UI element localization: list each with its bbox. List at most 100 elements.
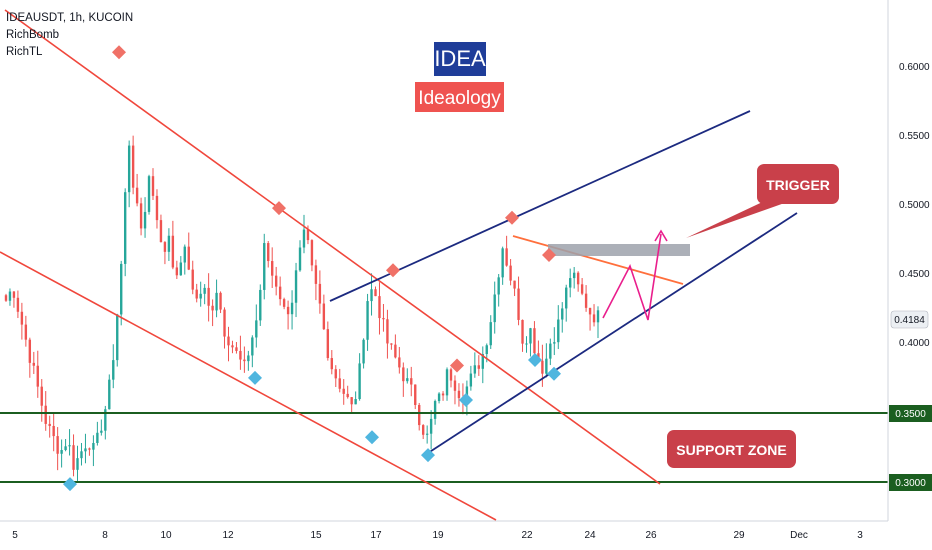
candle-body <box>227 336 230 346</box>
current-price-tag: 0.4184 <box>890 310 929 329</box>
candle-body <box>529 328 532 344</box>
candle-body <box>52 425 55 437</box>
candle-body <box>398 357 401 368</box>
time-tick: 24 <box>584 530 596 541</box>
candle-body <box>112 360 115 380</box>
candle-body <box>60 450 63 454</box>
candle-body <box>402 367 405 382</box>
candle-body <box>596 310 600 323</box>
candle-body <box>576 272 580 285</box>
candle-body <box>429 418 433 434</box>
support-zone-callout-text: SUPPORT ZONE <box>676 442 786 458</box>
time-tick: 5 <box>12 530 18 541</box>
author-badge-text: Ideaology <box>418 88 501 109</box>
candle-body <box>541 360 544 374</box>
candle-body <box>259 289 262 321</box>
candle-body <box>255 320 258 338</box>
candle-body <box>8 291 12 301</box>
candle-body <box>314 265 318 284</box>
candle-body <box>211 305 214 311</box>
candle-body <box>505 248 508 266</box>
candle-body <box>219 292 222 310</box>
red-upper-trendline[interactable] <box>4 9 661 485</box>
projection-path[interactable] <box>602 233 662 321</box>
red-lower-trendline[interactable] <box>0 251 497 521</box>
candle-body <box>24 324 28 340</box>
candle-body <box>123 192 127 264</box>
candle-body <box>406 378 409 382</box>
candle-body <box>501 248 504 278</box>
candle-body <box>282 299 286 307</box>
sell-signal-marker <box>505 210 519 225</box>
symbol-line: IDEAUSDT, 1h, KUCOIN <box>6 12 133 24</box>
candle-body <box>425 433 429 435</box>
candle-body <box>334 369 337 379</box>
candle-body <box>318 283 322 304</box>
time-tick: Dec <box>790 530 808 541</box>
candle-body <box>40 386 43 406</box>
time-tick: 12 <box>222 530 234 541</box>
candle-body <box>92 442 95 450</box>
price-axis[interactable]: 0.6000 0.5500 0.5000 0.4500 0.4000 0.418… <box>887 0 932 521</box>
candle-body <box>572 272 576 279</box>
candle-body <box>278 286 282 300</box>
candle-body <box>370 289 373 302</box>
candle-body <box>159 220 163 243</box>
level-tag-upper-value: 0.3500 <box>895 409 926 420</box>
candle-body <box>545 358 548 374</box>
candle-body <box>120 263 123 315</box>
time-axis[interactable]: 5 8 10 12 15 17 19 22 24 26 29 Dec 3 <box>0 520 888 541</box>
candle-body <box>378 296 381 319</box>
candle-body <box>195 289 198 299</box>
candle-body <box>294 270 298 303</box>
candle-body <box>274 275 278 287</box>
candle-body <box>4 295 8 301</box>
candle-body <box>104 409 107 431</box>
candle-body <box>521 319 524 344</box>
resistance-box[interactable] <box>548 244 690 256</box>
candle-body <box>16 297 20 312</box>
candle-body <box>56 436 59 454</box>
candle-body <box>127 145 131 193</box>
buy-signal-marker <box>421 448 435 463</box>
candle-body <box>20 311 24 325</box>
channel-lower-line[interactable] <box>424 212 798 456</box>
ticker-badge-text: IDEA <box>434 46 486 71</box>
candle-body <box>410 378 413 385</box>
price-tick: 0.4000 <box>899 338 930 349</box>
candle-body <box>68 445 71 447</box>
indicator-richbomb: RichBomb <box>6 29 59 41</box>
candle-body <box>469 373 473 387</box>
candle-body <box>362 339 365 364</box>
candle-body <box>48 423 51 426</box>
candle-body <box>247 355 250 362</box>
candle-body <box>561 308 564 320</box>
candle-body <box>64 446 67 451</box>
candle-body <box>151 176 155 196</box>
candle-body <box>167 235 171 252</box>
trigger-callout-text: TRIGGER <box>766 177 830 193</box>
candle-body <box>298 247 302 271</box>
support-zone-callout: SUPPORT ZONE <box>667 430 796 468</box>
candle-body <box>12 291 16 298</box>
candle-body <box>457 390 461 399</box>
candle-body <box>421 425 425 435</box>
time-tick: 8 <box>102 530 108 541</box>
level-tag-lower: 0.3000 <box>889 474 932 491</box>
price-tick: 0.5000 <box>899 200 930 211</box>
price-tick: 0.5500 <box>899 131 930 142</box>
candle-body <box>445 369 449 396</box>
time-tick: 15 <box>310 530 322 541</box>
candles-layer <box>4 135 600 483</box>
candle-body <box>509 265 512 281</box>
sell-signal-marker <box>450 358 464 373</box>
time-tick: 22 <box>521 530 533 541</box>
candle-body <box>191 269 194 290</box>
candle-body <box>584 293 588 308</box>
candle-body <box>433 401 437 419</box>
candle-body <box>155 195 159 221</box>
candle-body <box>147 176 151 212</box>
candle-body <box>485 345 488 355</box>
channel-upper-line[interactable] <box>329 110 751 302</box>
